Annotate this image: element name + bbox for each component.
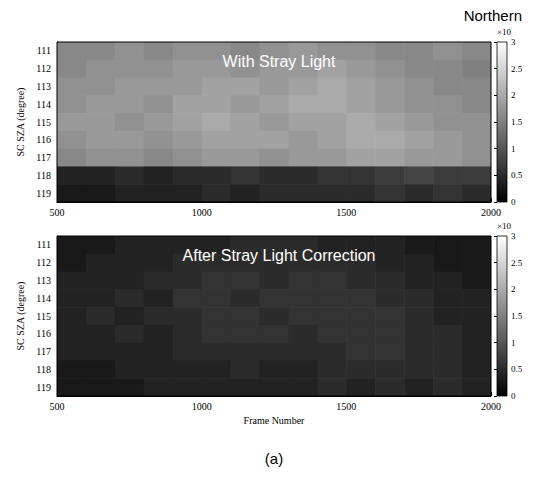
svg-text:112: 112 [36,257,51,268]
svg-text:2: 2 [511,284,516,294]
svg-text:SC SZA (degree): SC SZA (degree) [15,282,27,351]
svg-text:118: 118 [36,170,51,181]
svg-text:2: 2 [511,90,516,100]
svg-text:×10: ×10 [497,27,512,37]
svg-text:115: 115 [36,311,51,322]
svg-text:116: 116 [36,134,51,145]
svg-text:1500: 1500 [336,401,356,412]
svg-text:2.5: 2.5 [511,258,523,268]
svg-text:117: 117 [36,346,51,357]
svg-text:0: 0 [511,197,516,207]
svg-text:119: 119 [36,382,51,393]
svg-text:118: 118 [36,364,51,375]
svg-text:1000: 1000 [192,401,212,412]
svg-text:1: 1 [511,338,516,348]
svg-text:119: 119 [36,188,51,199]
svg-text:114: 114 [36,293,51,304]
svg-text:1.5: 1.5 [511,311,523,321]
svg-text:112: 112 [36,63,51,74]
svg-text:116: 116 [36,328,51,339]
svg-text:3: 3 [511,231,516,241]
svg-text:111: 111 [37,45,51,56]
svg-text:(a): (a) [265,450,283,467]
svg-text:0.5: 0.5 [511,364,523,374]
svg-text:117: 117 [36,152,51,163]
svg-text:2.5: 2.5 [511,64,523,74]
svg-text:500: 500 [50,207,65,218]
svg-text:1000: 1000 [192,207,212,218]
svg-text:115: 115 [36,117,51,128]
svg-text:500: 500 [50,401,65,412]
svg-text:SC SZA (degree): SC SZA (degree) [15,88,27,157]
svg-text:1.5: 1.5 [511,117,523,127]
svg-text:Northern: Northern [464,7,522,24]
svg-text:1: 1 [511,144,516,154]
svg-text:Frame Number: Frame Number [244,415,305,426]
svg-text:With Stray Light: With Stray Light [223,53,336,70]
svg-text:3: 3 [511,37,516,47]
svg-text:0: 0 [511,391,516,401]
svg-text:113: 113 [36,275,51,286]
svg-text:×10: ×10 [497,221,512,231]
svg-text:2000: 2000 [481,207,501,218]
svg-text:111: 111 [37,239,51,250]
svg-text:After Stray Light Correction: After Stray Light Correction [183,247,376,264]
svg-text:1500: 1500 [336,207,356,218]
svg-text:0.5: 0.5 [511,170,523,180]
svg-text:2000: 2000 [481,401,501,412]
svg-text:113: 113 [36,81,51,92]
svg-text:114: 114 [36,99,51,110]
